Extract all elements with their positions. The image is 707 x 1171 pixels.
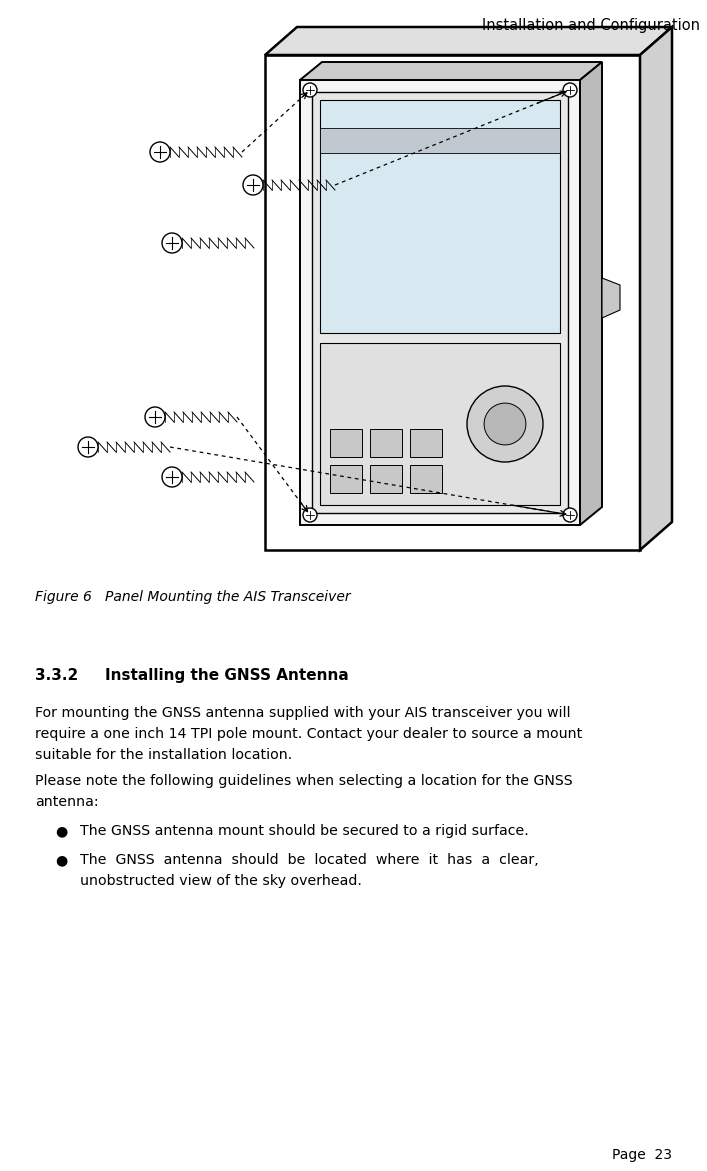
Polygon shape <box>300 80 580 525</box>
Circle shape <box>162 233 182 253</box>
Circle shape <box>563 508 577 522</box>
Polygon shape <box>370 465 402 493</box>
Polygon shape <box>320 128 560 153</box>
Circle shape <box>150 142 170 162</box>
Text: The  GNSS  antenna  should  be  located  where  it  has  a  clear,: The GNSS antenna should be located where… <box>80 852 539 867</box>
Circle shape <box>78 437 98 457</box>
Circle shape <box>467 386 543 463</box>
Polygon shape <box>312 93 568 513</box>
Polygon shape <box>265 55 640 550</box>
Text: Page  23: Page 23 <box>612 1148 672 1162</box>
Text: require a one inch 14 TPI pole mount. Contact your dealer to source a mount: require a one inch 14 TPI pole mount. Co… <box>35 727 583 741</box>
Polygon shape <box>640 27 672 550</box>
Polygon shape <box>300 62 602 80</box>
Text: For mounting the GNSS antenna supplied with your AIS transceiver you will: For mounting the GNSS antenna supplied w… <box>35 706 571 720</box>
Text: unobstructed view of the sky overhead.: unobstructed view of the sky overhead. <box>80 874 362 888</box>
Text: ●: ● <box>55 824 67 838</box>
Text: Panel Mounting the AIS Transceiver: Panel Mounting the AIS Transceiver <box>105 590 351 604</box>
Polygon shape <box>410 465 442 493</box>
Polygon shape <box>580 62 602 525</box>
Text: 3.3.2: 3.3.2 <box>35 667 78 683</box>
Polygon shape <box>320 343 560 505</box>
Circle shape <box>303 508 317 522</box>
Text: ●: ● <box>55 852 67 867</box>
Polygon shape <box>330 429 362 457</box>
Text: Installation and Configuration: Installation and Configuration <box>482 18 700 33</box>
Circle shape <box>563 83 577 97</box>
Polygon shape <box>330 465 362 493</box>
Circle shape <box>484 403 526 445</box>
Circle shape <box>145 408 165 427</box>
Text: The GNSS antenna mount should be secured to a rigid surface.: The GNSS antenna mount should be secured… <box>80 824 529 838</box>
Circle shape <box>243 174 263 196</box>
Circle shape <box>303 83 317 97</box>
Polygon shape <box>320 100 560 333</box>
Polygon shape <box>370 429 402 457</box>
Polygon shape <box>602 278 620 319</box>
Circle shape <box>162 467 182 487</box>
Text: antenna:: antenna: <box>35 795 98 809</box>
Text: Please note the following guidelines when selecting a location for the GNSS: Please note the following guidelines whe… <box>35 774 573 788</box>
Text: Figure 6: Figure 6 <box>35 590 92 604</box>
Text: Installing the GNSS Antenna: Installing the GNSS Antenna <box>105 667 349 683</box>
Polygon shape <box>265 27 672 55</box>
Polygon shape <box>410 429 442 457</box>
Text: suitable for the installation location.: suitable for the installation location. <box>35 748 292 762</box>
